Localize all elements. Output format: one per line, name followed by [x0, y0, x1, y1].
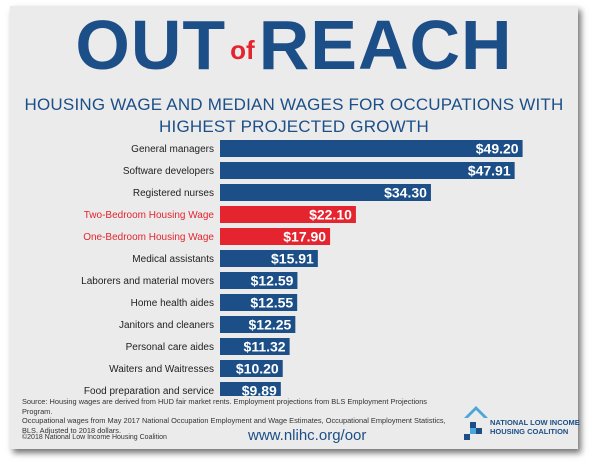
bar [220, 162, 515, 179]
category-label: Waiters and Waitresses [109, 364, 214, 375]
source-line-2: Occupational wages from May 2017 Nationa… [22, 416, 446, 425]
bar [220, 184, 431, 201]
house-roof-logo-icon [464, 406, 488, 440]
category-label: Two-Bedroom Housing Wage [84, 210, 215, 221]
category-label: Medical assistants [132, 254, 214, 265]
source-line-1: Source: Housing wages are derived from H… [22, 397, 428, 416]
bar-value-label: $9.89 [242, 383, 277, 397]
chart-subtitle: HOUSING WAGE AND MEDIAN WAGES FOR OCCUPA… [10, 94, 578, 138]
bar [220, 250, 318, 267]
bar [220, 316, 296, 333]
category-label: General managers [131, 144, 214, 155]
bar-value-label: $49.20 [476, 141, 519, 157]
title-out: OUT [75, 6, 227, 84]
bar [220, 294, 298, 311]
bar [220, 228, 331, 245]
logo-line-2: HOUSING COALITION [490, 427, 569, 436]
category-label: Home health aides [131, 298, 214, 309]
main-title: OUT ofREACH [10, 10, 578, 80]
bar-value-label: $15.91 [271, 251, 314, 267]
infographic-card: OUT ofREACH HOUSING WAGE AND MEDIAN WAGES… [10, 6, 580, 449]
source-note: Source: Housing wages are derived from H… [22, 397, 452, 435]
bar-chart: General managers $49.20 Software developer… [81, 140, 523, 397]
bar [220, 382, 281, 396]
bar [220, 206, 356, 223]
subtitle-line-2: HIGHEST PROJECTED GROWTH [159, 117, 429, 136]
category-label: Personal care aides [126, 342, 214, 353]
bar-value-label: $12.25 [249, 317, 292, 333]
copyright: ©2018 National Low Income Housing Coalit… [22, 434, 167, 441]
nlihc-logo: NATIONAL LOW INCOME HOUSING COALITION [462, 400, 580, 446]
bar [220, 140, 523, 157]
bar [220, 360, 283, 377]
title-reach: REACH [258, 6, 513, 84]
bar-value-label: $11.32 [244, 339, 286, 355]
category-label: One-Bedroom Housing Wage [83, 232, 214, 243]
bar [220, 338, 290, 355]
title-of: of [230, 35, 255, 65]
source-line-3: BLS. Adjusted to 2018 dollars. [22, 425, 122, 435]
bar-value-label: $10.20 [236, 361, 279, 377]
bar-value-label: $47.91 [468, 163, 511, 179]
logo-line-1: NATIONAL LOW INCOME [490, 418, 580, 427]
category-label: Laborers and material movers [81, 276, 214, 287]
bar-value-label: $22.10 [309, 207, 352, 223]
category-label: Janitors and cleaners [119, 320, 214, 331]
bar [220, 272, 298, 289]
bar-value-label: $12.59 [251, 273, 294, 289]
bar-value-label: $17.90 [283, 229, 326, 245]
logo-text: NATIONAL LOW INCOME HOUSING COALITION [490, 418, 580, 436]
bar-value-label: $12.55 [250, 295, 293, 311]
subtitle-line-1: HOUSING WAGE AND MEDIAN WAGES FOR OCCUPA… [24, 95, 564, 114]
category-label: Software developers [123, 166, 214, 177]
category-label: Food preparation and service [84, 386, 215, 396]
category-label: Registered nurses [133, 188, 214, 199]
bar-value-label: $34.30 [384, 185, 427, 201]
website-link[interactable]: www.nlihc.org/oor [248, 427, 367, 444]
